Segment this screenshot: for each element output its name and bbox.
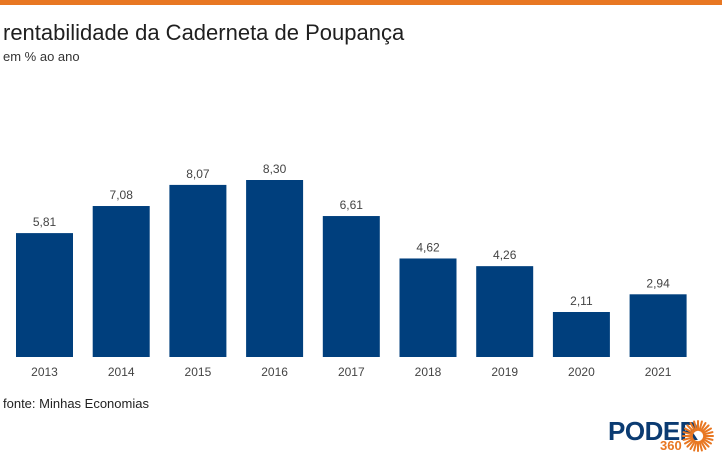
bar-2017: [322, 216, 380, 357]
data-label-2019: 4,26: [493, 248, 517, 262]
bar-2021: [629, 294, 687, 357]
data-label-2013: 5,81: [33, 215, 57, 229]
data-label-2020: 2,11: [570, 294, 593, 308]
data-label-2017: 6,61: [340, 198, 364, 212]
bar-2015: [169, 184, 227, 357]
x-tick-2017: 2017: [338, 365, 365, 379]
bar-2019: [476, 266, 534, 357]
x-tick-2013: 2013: [31, 365, 58, 379]
bar-chart: 5,81 2013 7,08 2014 8,07 2015 8,30 2016 6,61 2017…: [16, 162, 687, 379]
data-label-2014: 7,08: [110, 188, 134, 202]
sun-icon: [682, 420, 714, 452]
data-label-2018: 4,62: [416, 240, 440, 254]
poder360-logo: PODER 360: [608, 416, 718, 456]
data-label-2016: 8,30: [263, 162, 287, 176]
x-tick-2018: 2018: [415, 365, 442, 379]
bar-2016: [246, 180, 304, 357]
x-tick-2016: 2016: [261, 365, 288, 379]
x-tick-2015: 2015: [185, 365, 212, 379]
bar-2013: [16, 233, 73, 357]
bar-2014: [92, 206, 150, 357]
bar-2018: [399, 258, 457, 357]
data-label-2021: 2,94: [646, 276, 670, 290]
logo-number: 360: [660, 438, 682, 453]
chart-subtitle: em % ao ano: [3, 49, 80, 64]
x-tick-2020: 2020: [568, 365, 595, 379]
x-tick-2019: 2019: [491, 365, 518, 379]
logo-word: PODER: [608, 416, 698, 446]
chart-title: rentabilidade da Caderneta de Poupança: [3, 20, 405, 45]
x-tick-2021: 2021: [645, 365, 672, 379]
bar-2020: [552, 312, 610, 357]
source-note: fonte: Minhas Economias: [3, 396, 149, 411]
x-tick-2014: 2014: [108, 365, 135, 379]
data-label-2015: 8,07: [186, 167, 210, 181]
top-accent-rule: [0, 0, 722, 5]
